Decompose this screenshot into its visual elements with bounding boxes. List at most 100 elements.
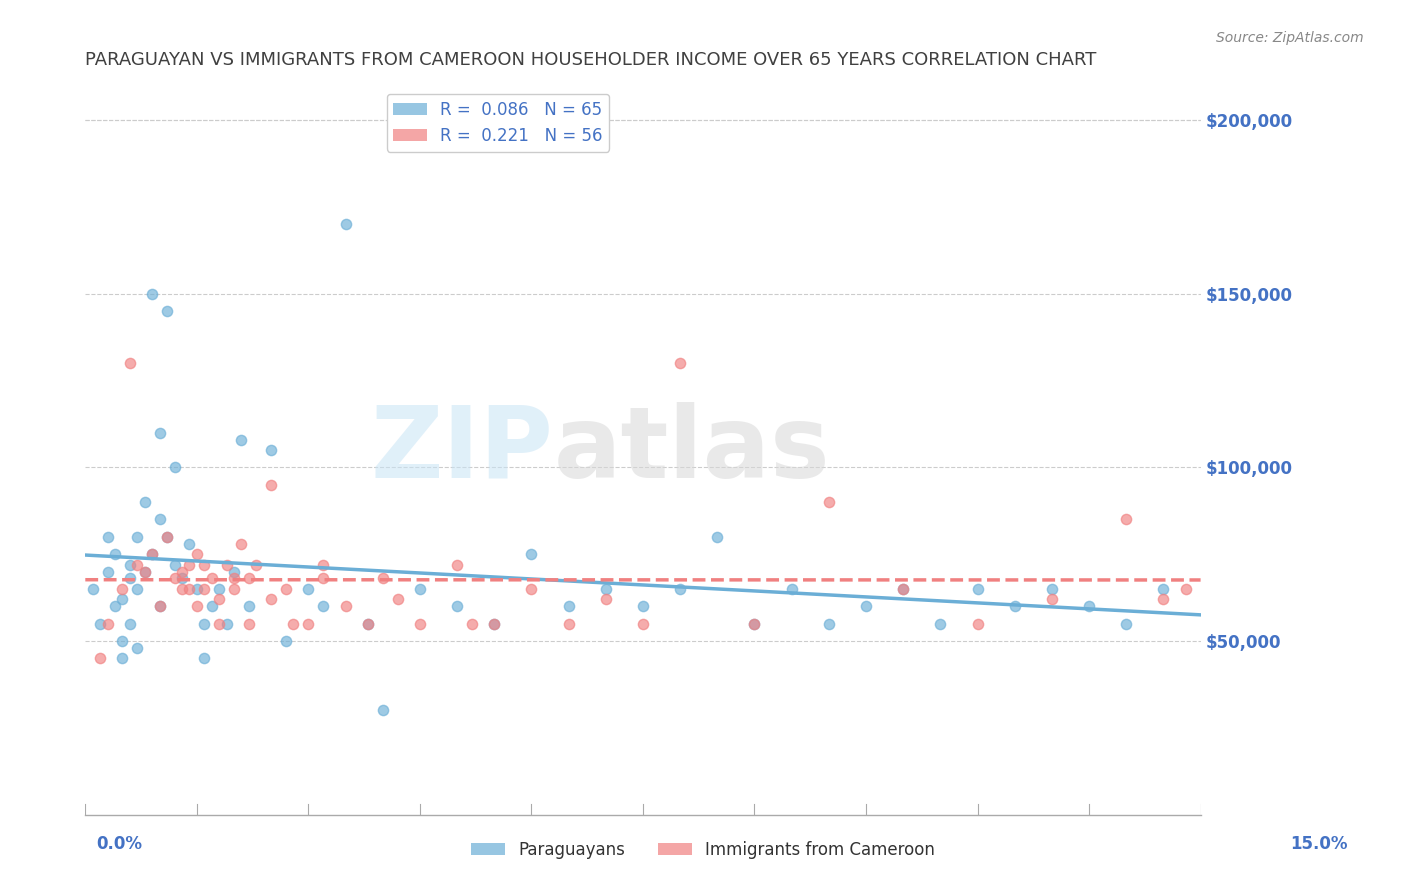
Point <box>1115 512 1137 526</box>
Point <box>186 599 208 614</box>
Point <box>371 703 394 717</box>
Point <box>222 572 245 586</box>
Point <box>118 558 141 572</box>
Point <box>231 433 253 447</box>
Point <box>274 582 297 596</box>
Point <box>186 547 208 561</box>
Point <box>335 218 357 232</box>
Point <box>222 582 245 596</box>
Point <box>595 582 617 596</box>
Point <box>111 651 134 665</box>
Point <box>557 616 579 631</box>
Text: ZIP: ZIP <box>371 401 554 499</box>
Point <box>170 582 193 596</box>
Point <box>1040 582 1063 596</box>
Point <box>1152 592 1174 607</box>
Point <box>595 592 617 607</box>
Point <box>238 572 260 586</box>
Point <box>891 582 914 596</box>
Point <box>891 582 914 596</box>
Text: Source: ZipAtlas.com: Source: ZipAtlas.com <box>1216 31 1364 45</box>
Point <box>1174 582 1197 596</box>
Point <box>966 582 988 596</box>
Point <box>260 592 283 607</box>
Point <box>118 356 141 370</box>
Point <box>520 582 543 596</box>
Point <box>297 616 319 631</box>
Point <box>260 443 283 458</box>
Point <box>118 616 141 631</box>
Point <box>141 547 163 561</box>
Point <box>744 616 766 631</box>
Point <box>1004 599 1026 614</box>
Point <box>357 616 380 631</box>
Point <box>179 558 201 572</box>
Point <box>104 547 127 561</box>
Point <box>170 565 193 579</box>
Point <box>149 599 172 614</box>
Point <box>134 565 156 579</box>
Point <box>484 616 506 631</box>
Point <box>134 565 156 579</box>
Point <box>260 477 283 491</box>
Point <box>222 565 245 579</box>
Point <box>141 286 163 301</box>
Point <box>371 572 394 586</box>
Point <box>170 572 193 586</box>
Point <box>1152 582 1174 596</box>
Point <box>855 599 877 614</box>
Point <box>104 599 127 614</box>
Point <box>156 304 179 318</box>
Point <box>141 547 163 561</box>
Point <box>208 592 231 607</box>
Point <box>193 616 215 631</box>
Point <box>669 356 692 370</box>
Text: PARAGUAYAN VS IMMIGRANTS FROM CAMEROON HOUSEHOLDER INCOME OVER 65 YEARS CORRELAT: PARAGUAYAN VS IMMIGRANTS FROM CAMEROON H… <box>86 51 1097 69</box>
Point <box>193 582 215 596</box>
Point <box>208 582 231 596</box>
Point <box>179 582 201 596</box>
Point <box>111 592 134 607</box>
Point <box>238 599 260 614</box>
Point <box>669 582 692 596</box>
Point <box>231 537 253 551</box>
Point <box>163 572 186 586</box>
Point <box>97 616 120 631</box>
Legend: R =  0.086   N = 65, R =  0.221   N = 56: R = 0.086 N = 65, R = 0.221 N = 56 <box>387 94 609 152</box>
Text: 15.0%: 15.0% <box>1291 835 1347 853</box>
Point <box>245 558 267 572</box>
Point <box>1040 592 1063 607</box>
Point <box>149 425 172 440</box>
Point <box>127 582 149 596</box>
Point <box>127 558 149 572</box>
Point <box>283 616 305 631</box>
Point <box>929 616 952 631</box>
Point <box>706 530 728 544</box>
Point <box>193 558 215 572</box>
Point <box>557 599 579 614</box>
Point <box>215 558 238 572</box>
Text: atlas: atlas <box>554 401 831 499</box>
Point <box>215 616 238 631</box>
Point <box>312 558 335 572</box>
Point <box>193 651 215 665</box>
Point <box>297 582 319 596</box>
Point <box>780 582 803 596</box>
Point <box>1078 599 1101 614</box>
Point <box>357 616 380 631</box>
Point <box>446 599 468 614</box>
Point <box>82 582 104 596</box>
Point <box>461 616 484 631</box>
Point <box>97 530 120 544</box>
Point <box>156 530 179 544</box>
Point <box>179 537 201 551</box>
Point <box>89 651 111 665</box>
Point <box>208 616 231 631</box>
Point <box>134 495 156 509</box>
Point <box>631 599 654 614</box>
Point <box>520 547 543 561</box>
Point <box>335 599 357 614</box>
Point <box>111 582 134 596</box>
Point <box>156 530 179 544</box>
Point <box>744 616 766 631</box>
